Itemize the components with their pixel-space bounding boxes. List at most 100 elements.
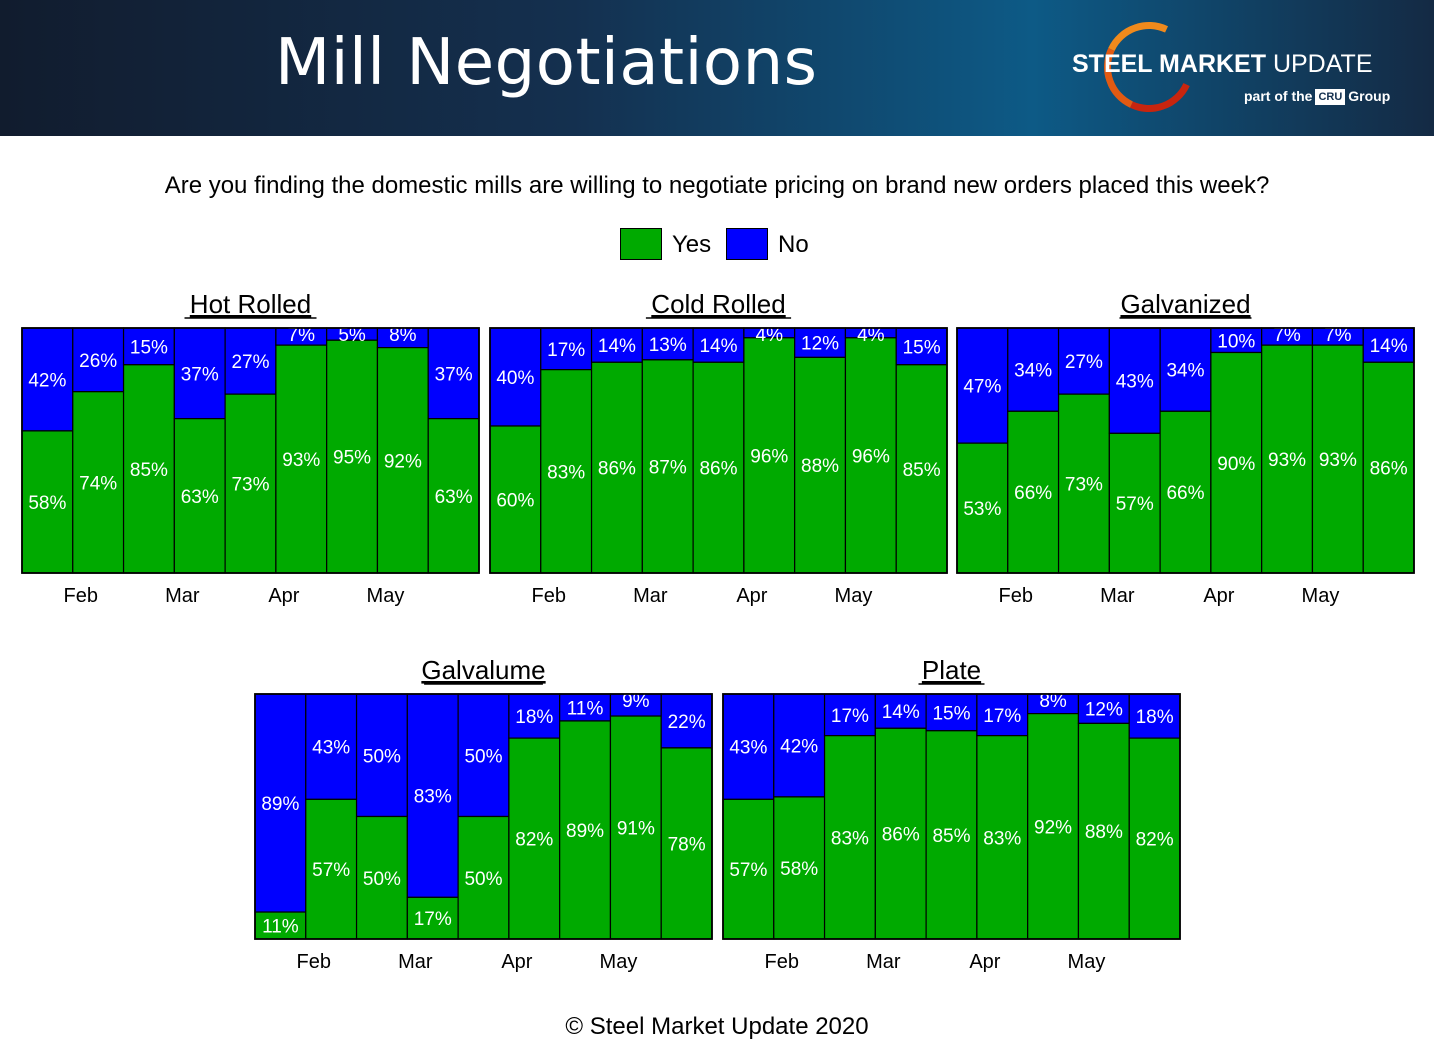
galvalume-label-yes-7: 89% <box>566 821 604 842</box>
plate-label-no-8: 12% <box>1085 700 1123 721</box>
cold-rolled-bar-no-7 <box>794 327 847 358</box>
plate-label-yes-3: 83% <box>831 828 869 849</box>
cold-rolled-label-yes-6: 96% <box>750 446 788 467</box>
cold-rolled-label-no-4: 13% <box>649 335 687 356</box>
plate-label-yes-7: 92% <box>1034 817 1072 838</box>
galvalume-month-label-may: May <box>600 951 638 973</box>
plate-label-no-4: 14% <box>882 702 920 723</box>
cold-rolled-bar-yes-7 <box>794 356 847 574</box>
hot-rolled-bar-yes-9 <box>427 418 480 574</box>
galvanized-bar-yes-7 <box>1261 344 1314 574</box>
galvalume-plot-frame <box>254 693 713 940</box>
galvalume-label-no-4: 83% <box>414 787 452 808</box>
hot-rolled-label-no-1: 42% <box>28 370 66 391</box>
galvanized-label-yes-5: 66% <box>1166 483 1204 504</box>
page-title: Mill Negotiations <box>275 26 818 100</box>
cold-rolled-label-no-6: 4% <box>756 325 784 346</box>
plate-plot-frame <box>722 693 1181 940</box>
galvanized-bar-yes-4 <box>1108 432 1161 574</box>
plate-label-yes-4: 86% <box>882 825 920 846</box>
plate-label-yes-6: 83% <box>983 828 1021 849</box>
cold-rolled-label-yes-9: 85% <box>903 460 941 481</box>
galvanized-plot-frame <box>956 327 1415 574</box>
galvalume-label-yes-4: 17% <box>414 909 452 930</box>
hot-rolled-bar-no-2 <box>72 327 125 393</box>
hot-rolled-label-no-7: 5% <box>338 325 366 346</box>
galvalume-bar-yes-9 <box>660 747 713 940</box>
cold-rolled-chart-title: Cold Rolled <box>651 289 785 319</box>
plate-bar-yes-8 <box>1077 722 1130 940</box>
plate-bar-yes-9 <box>1128 737 1181 940</box>
plate-label-no-3: 17% <box>831 706 869 727</box>
galvalume-month-label-mar: Mar <box>398 951 433 973</box>
cold-rolled-month-label-feb: Feb <box>532 585 566 607</box>
plate-bar-yes-1 <box>722 798 775 940</box>
hot-rolled-bar-yes-6 <box>275 344 328 574</box>
copyright-footer: © Steel Market Update 2020 <box>565 1013 869 1040</box>
plate-label-no-2: 42% <box>780 736 818 757</box>
plate-label-no-6: 17% <box>983 706 1021 727</box>
hot-rolled-month-label-may: May <box>367 585 405 607</box>
galvalume-label-yes-3: 50% <box>363 869 401 890</box>
galvalume-label-yes-5: 50% <box>464 869 502 890</box>
cold-rolled-label-yes-5: 86% <box>699 459 737 480</box>
galvalume-month-label-apr: Apr <box>501 951 532 973</box>
galvanized-label-no-5: 34% <box>1166 361 1204 382</box>
galvalume-bar-yes-8 <box>609 715 662 940</box>
hot-rolled-bar-yes-5 <box>224 393 277 574</box>
chart-cold-rolled: Cold Rolled 60% 40% 83% 17% 86% 14% 87% 13% 86% 14… <box>489 289 948 607</box>
cold-rolled-label-no-5: 14% <box>699 336 737 357</box>
legend-yes-label: Yes <box>672 231 712 258</box>
galvalume-bar-yes-1 <box>254 911 307 940</box>
plate-label-no-9: 18% <box>1136 707 1174 728</box>
galvalume-label-yes-8: 91% <box>617 819 655 840</box>
cru-badge: CRU <box>1315 89 1346 105</box>
hot-rolled-label-yes-3: 85% <box>130 460 168 481</box>
cold-rolled-label-no-8: 4% <box>857 325 885 346</box>
galvanized-bar-no-9 <box>1362 327 1415 363</box>
galvanized-month-label-mar: Mar <box>1100 585 1135 607</box>
galvalume-bar-yes-7 <box>559 720 612 940</box>
cold-rolled-label-no-7: 12% <box>801 334 839 355</box>
cold-rolled-label-yes-4: 87% <box>649 457 687 478</box>
cold-rolled-label-yes-2: 83% <box>547 462 585 483</box>
galvanized-label-yes-7: 93% <box>1268 450 1306 471</box>
plate-label-yes-8: 88% <box>1085 822 1123 843</box>
galvanized-label-no-7: 7% <box>1273 325 1301 346</box>
hot-rolled-bar-no-1 <box>21 327 74 432</box>
cold-rolled-bar-no-5 <box>692 327 745 363</box>
cold-rolled-label-no-3: 14% <box>598 336 636 357</box>
hot-rolled-month-label-feb: Feb <box>64 585 98 607</box>
plate-month-label-apr: Apr <box>969 951 1000 973</box>
galvanized-bar-no-1 <box>956 327 1009 444</box>
plate-label-yes-9: 82% <box>1136 830 1174 851</box>
hot-rolled-label-no-3: 15% <box>130 337 168 358</box>
steel-market-update-logo: STEEL MARKET UPDATE part of the CRU Group <box>1060 9 1420 125</box>
hot-rolled-plot-frame <box>21 327 480 574</box>
logo-bold-text: STEEL MARKET <box>1072 50 1266 78</box>
galvanized-label-yes-6: 90% <box>1217 454 1255 475</box>
galvanized-bar-yes-1 <box>956 442 1009 574</box>
hot-rolled-label-yes-5: 73% <box>231 475 269 496</box>
plate-label-no-5: 15% <box>932 703 970 724</box>
galvalume-month-label-feb: Feb <box>297 951 331 973</box>
galvanized-label-yes-8: 93% <box>1319 450 1357 471</box>
header-banner: Mill Negotiations STEEL MARKET UPDATE pa… <box>0 0 1434 136</box>
plate-bar-yes-6 <box>976 735 1029 940</box>
cold-rolled-month-label-apr: Apr <box>736 585 767 607</box>
galvalume-label-no-1: 89% <box>261 794 299 815</box>
chart-plate: Plate 57% 43% 58% 42% 83% 17% 86% 14% 85% 15% 83% 17… <box>722 655 1181 973</box>
plate-bar-yes-4 <box>874 727 927 940</box>
hot-rolled-bar-yes-2 <box>72 391 125 574</box>
logo-sub-pre: part of the <box>1244 88 1313 104</box>
galvalume-bar-yes-4 <box>406 896 459 940</box>
galvanized-label-no-8: 7% <box>1324 325 1352 346</box>
galvalume-bar-no-5 <box>457 693 510 818</box>
galvanized-label-no-9: 14% <box>1370 336 1408 357</box>
hot-rolled-label-yes-6: 93% <box>282 450 320 471</box>
cold-rolled-label-yes-8: 96% <box>852 446 890 467</box>
galvalume-label-no-9: 22% <box>668 712 706 733</box>
plate-label-yes-5: 85% <box>932 826 970 847</box>
hot-rolled-label-no-8: 8% <box>389 325 417 346</box>
galvanized-bar-yes-3 <box>1057 393 1110 574</box>
